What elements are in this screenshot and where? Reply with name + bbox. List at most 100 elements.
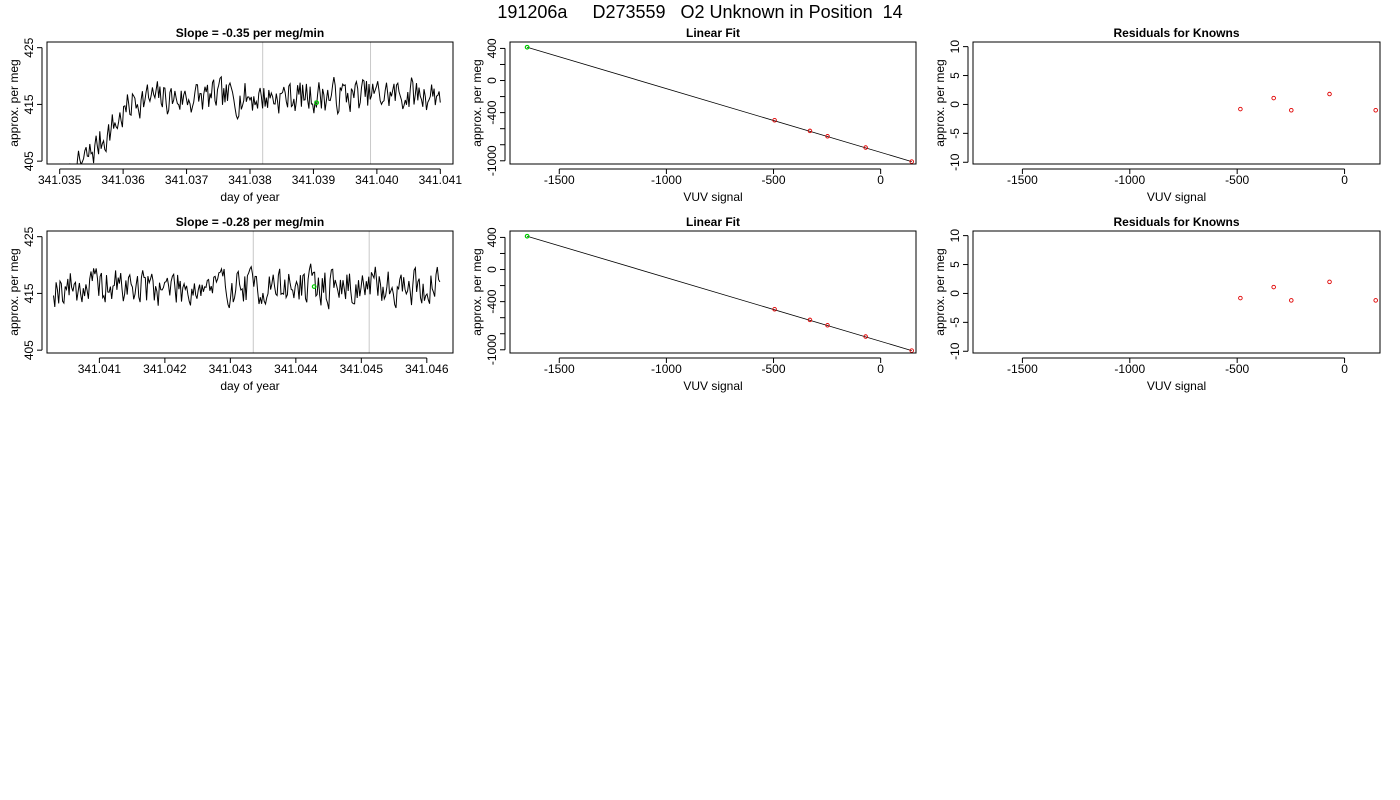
x-tick-label: 341.043 — [209, 362, 253, 376]
panel-title: Linear Fit — [686, 215, 740, 229]
x-tick-label: -1500 — [544, 362, 575, 376]
x-tick-label: 341.036 — [101, 173, 145, 187]
y-tick-label: -10 — [948, 342, 962, 360]
data-layer — [69, 75, 441, 164]
figure-title: 191206a D273559 O2 Unknown in Position 1… — [497, 2, 903, 22]
x-tick-label: -1000 — [1114, 173, 1145, 187]
x-tick-label: -1500 — [1007, 173, 1038, 187]
y-tick-label: 405 — [22, 340, 36, 360]
y-tick-label: 400 — [485, 227, 499, 247]
data-point — [1271, 95, 1276, 101]
plot-frame — [46, 41, 454, 165]
data-point — [1271, 284, 1276, 290]
data-layer — [1238, 279, 1378, 303]
data-point — [1327, 91, 1332, 97]
data-point — [1373, 107, 1378, 113]
x-tick-label: 341.038 — [228, 173, 272, 187]
x-axis-label: VUV signal — [1147, 190, 1206, 204]
x-tick-label: -500 — [762, 362, 786, 376]
fit-line — [527, 46, 912, 162]
y-tick-label: 5 — [948, 72, 962, 79]
plot-frame — [46, 230, 454, 354]
x-tick-label: 341.039 — [292, 173, 336, 187]
y-axis-label: approx. per meg — [933, 248, 947, 335]
y-tick-label: 425 — [22, 37, 36, 57]
data-point — [863, 334, 868, 339]
y-tick-label: 400 — [485, 38, 499, 58]
data-point — [1289, 107, 1294, 113]
y-tick-label: 5 — [948, 261, 962, 268]
series-line — [69, 75, 441, 164]
x-tick-label: 0 — [1341, 173, 1348, 187]
y-tick-label: 10 — [948, 40, 962, 54]
data-point — [825, 134, 830, 139]
x-tick-label: 341.045 — [340, 362, 384, 376]
panel-title: Residuals for Knowns — [1113, 26, 1239, 40]
x-tick-label: 341.035 — [38, 173, 82, 187]
data-point — [825, 323, 830, 328]
data-point — [1289, 298, 1294, 303]
data-point — [909, 159, 914, 164]
y-tick-label: 0 — [948, 290, 962, 297]
x-axis-label: day of year — [220, 190, 279, 204]
data-point — [1238, 295, 1243, 301]
x-tick-label: -500 — [762, 173, 786, 187]
panel-ts2: Slope = -0.28 per meg/min 341.041 341.042 3… — [7, 215, 454, 393]
panel-res1: Residuals for Knowns -1500 -1000 -500 0 VUV s… — [933, 26, 1381, 204]
y-tick-label: -10 — [948, 153, 962, 171]
x-tick-label: 341.046 — [405, 362, 449, 376]
x-tick-label: 0 — [877, 362, 884, 376]
x-tick-label: -1000 — [651, 362, 682, 376]
data-layer — [1238, 91, 1378, 113]
x-tick-label: 341.040 — [355, 173, 399, 187]
panel-title: Slope = -0.28 per meg/min — [176, 215, 324, 229]
y-tick-label: -1000 — [485, 334, 499, 365]
data-point — [772, 118, 777, 123]
y-tick-label: 0 — [485, 266, 499, 273]
x-tick-label: 341.041 — [78, 362, 122, 376]
x-axis-label: VUV signal — [683, 190, 742, 204]
y-tick-label: 415 — [22, 283, 36, 303]
x-axis-label: VUV signal — [1147, 379, 1206, 393]
data-point — [1373, 298, 1378, 303]
y-tick-label: 415 — [22, 94, 36, 114]
data-point — [807, 317, 813, 323]
y-tick-label: -1000 — [485, 145, 499, 176]
y-axis-label: approx. per meg — [7, 248, 21, 335]
data-point — [1238, 106, 1243, 112]
fit-line — [527, 235, 912, 351]
series-line — [53, 263, 441, 310]
panel-title: Linear Fit — [686, 26, 740, 40]
y-tick-label: -400 — [485, 100, 499, 124]
x-tick-label: 341.044 — [274, 362, 318, 376]
y-tick-label: -5 — [948, 317, 962, 328]
data-point — [909, 348, 914, 353]
data-layer — [53, 263, 441, 310]
plot-frame — [509, 230, 917, 354]
y-tick-label: 405 — [22, 151, 36, 171]
x-axis-label: VUV signal — [683, 379, 742, 393]
x-tick-label: 341.041 — [419, 173, 463, 187]
green-marker — [314, 100, 320, 106]
green-marker — [524, 44, 530, 50]
x-tick-label: 0 — [877, 173, 884, 187]
y-tick-label: -400 — [485, 289, 499, 313]
data-point — [807, 128, 813, 134]
green-marker — [524, 233, 530, 239]
y-tick-label: -5 — [948, 128, 962, 139]
plot-frame — [972, 41, 1381, 165]
y-tick-label: 10 — [948, 229, 962, 243]
panel-res2: Residuals for Knowns -1500 -1000 -500 0 VUV s… — [933, 215, 1381, 393]
y-axis-label: approx. per meg — [470, 248, 484, 335]
x-axis-label: day of year — [220, 379, 279, 393]
plot-frame — [972, 230, 1381, 354]
data-point — [1327, 279, 1332, 285]
green-marker — [311, 284, 317, 290]
y-tick-label: 425 — [22, 226, 36, 246]
data-point — [863, 145, 868, 150]
plot-frame — [509, 41, 917, 165]
